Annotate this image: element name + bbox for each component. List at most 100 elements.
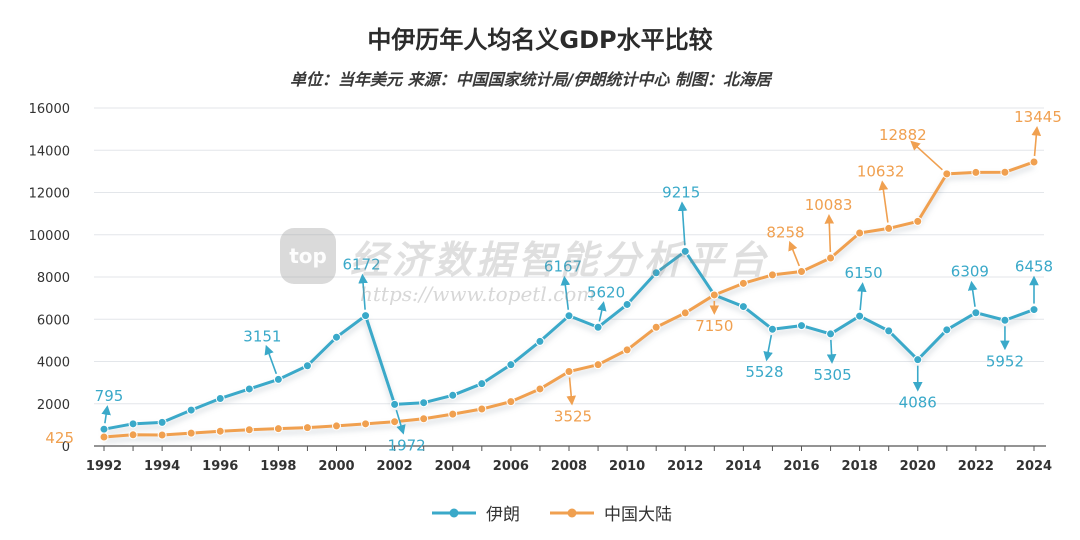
data-label: 4086 [899,394,937,412]
annotation-arrow [763,334,773,362]
data-label: 13445 [1014,108,1062,126]
annotation-arrow [101,405,111,424]
data-point [855,311,865,321]
watermark: top 经济数据智能分析平台 [280,228,770,284]
data-point [99,424,109,434]
annotation-arrow [264,344,278,375]
data-label: 6309 [951,263,989,281]
data-point [390,417,400,427]
data-point [215,393,225,403]
data-point [797,267,806,277]
data-label: 9215 [662,183,700,201]
data-point [506,397,516,407]
data-point [564,367,574,377]
data-point [767,324,777,334]
x-tick-label: 2008 [551,459,587,474]
data-label: 8258 [766,224,804,242]
x-tick-label: 1996 [202,459,238,474]
annotation-arrow [878,180,889,223]
data-point [419,414,429,424]
x-tick-label: 2006 [493,459,529,474]
legend-label-iran: 伊朗 [486,505,520,525]
data-point [361,419,371,429]
x-tick-label: 1992 [86,459,122,474]
data-point [1029,305,1039,315]
data-point [506,360,516,370]
data-point [971,308,981,318]
data-point [477,404,487,414]
data-point [186,428,196,438]
x-tick-label: 2004 [435,459,471,474]
annotation-arrow [788,240,801,267]
data-point [535,336,545,346]
data-point [477,379,487,389]
data-point [942,169,952,179]
data-point [826,253,836,263]
data-label: 3525 [554,408,592,426]
x-tick-label: 2022 [958,459,994,474]
data-point [738,278,748,288]
data-point [971,167,981,177]
data-point [244,425,254,435]
data-point [390,399,400,409]
y-tick-label: 0 [62,440,70,455]
data-point [651,268,661,278]
annotation-arrow [910,140,943,171]
data-point [709,290,719,300]
data-point [157,417,167,427]
data-point [1029,157,1039,167]
data-label: 5620 [587,283,625,301]
data-label: 10632 [857,162,905,180]
data-point [302,423,312,433]
annotation-arrow [677,201,688,246]
x-tick-label: 2014 [725,459,761,474]
x-tick-label: 2018 [842,459,878,474]
data-point [128,430,138,440]
data-point [1000,315,1010,325]
y-tick-label: 12000 [29,187,70,202]
data-point [99,432,109,442]
y-tick-label: 2000 [37,398,70,413]
x-tick-label: 1994 [144,459,180,474]
data-point [826,329,836,339]
data-label: 12882 [879,126,927,144]
data-point [913,216,923,226]
annotation-arrow [857,282,867,311]
data-point [884,223,894,233]
annotation-arrow [597,301,607,322]
data-point [1000,167,1010,177]
x-tick-label: 2020 [900,459,936,474]
data-point [622,299,632,309]
data-point [651,322,661,332]
y-tick-label: 16000 [29,102,70,117]
data-label: 7150 [695,317,733,335]
annotation-arrow [1031,126,1042,157]
legend-marker-china-icon [550,508,594,517]
data-label: 6458 [1015,258,1053,276]
x-tick-label: 2024 [1016,459,1052,474]
data-label: 5528 [745,363,783,381]
x-tick-label: 2002 [377,459,413,474]
data-label: 5952 [986,352,1024,370]
x-tick-label: 2016 [783,459,819,474]
legend-item-iran: 伊朗 [430,500,520,525]
data-label: 6150 [845,264,883,282]
data-point [186,405,196,415]
data-label: 425 [45,429,74,447]
data-point [738,302,748,312]
y-tick-label: 8000 [37,271,70,286]
y-tick-label: 4000 [37,356,70,371]
annotation-arrow [560,275,571,310]
data-point [564,311,574,321]
watermark-url: https://www.topetl.com [360,282,596,306]
data-point [332,332,341,342]
annotation-arrow [566,377,576,406]
data-point [913,355,923,365]
data-point [419,398,429,408]
data-label: 6167 [544,258,582,276]
data-label: 5305 [813,366,851,384]
y-tick-label: 14000 [29,144,70,159]
legend-label-china: 中国大陆 [604,505,672,525]
